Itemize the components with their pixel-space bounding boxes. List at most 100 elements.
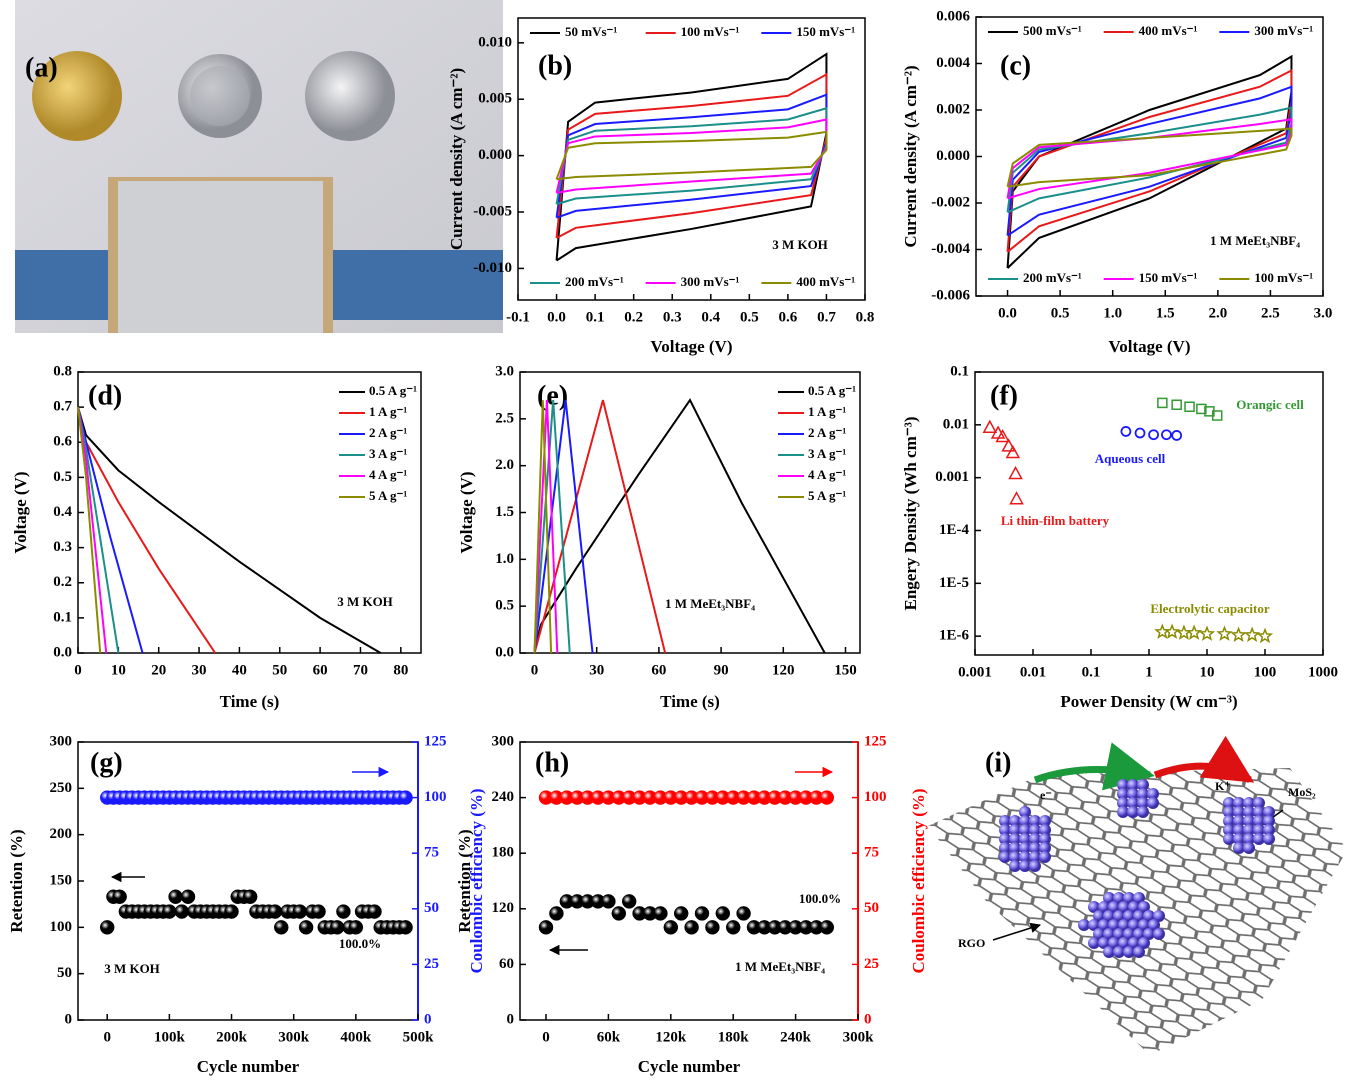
legend-label: 400 mVs⁻¹	[1139, 23, 1198, 38]
schematic-label: MoS₂	[1288, 785, 1316, 799]
panel-label: (i)	[985, 747, 1011, 778]
data-point	[1172, 431, 1181, 440]
y-tick-label: 0.7	[53, 399, 72, 415]
y-tick-label: -0.002	[931, 194, 970, 210]
x-tick-label: 0.3	[663, 309, 682, 325]
data-point	[1185, 402, 1194, 411]
data-point	[299, 920, 313, 934]
data-line	[557, 132, 827, 179]
data-point	[685, 920, 699, 934]
y2-tick-label: 75	[424, 845, 439, 861]
data-point	[622, 894, 636, 908]
y-tick-label: 0.4	[53, 504, 72, 520]
legend-label: 1 A g⁻¹	[369, 404, 407, 419]
data-point	[175, 905, 189, 919]
y-tick-label: 0.2	[53, 574, 72, 590]
x-tick-label: 0	[103, 1029, 111, 1045]
photo-panel: (a)	[15, 0, 503, 333]
legend-label: 4 A g⁻¹	[808, 467, 846, 482]
y-tick-label: 0.010	[478, 34, 512, 50]
chart: 03060901201500.00.51.01.52.02.53.0(e)Tim…	[457, 363, 860, 710]
x-tick-label: 500k	[403, 1029, 435, 1045]
y-axis-label: Current density (A cm⁻²)	[447, 68, 466, 250]
y-tick-label: 60	[499, 956, 514, 972]
data-point	[1246, 629, 1258, 641]
y-tick-label: 0.000	[936, 148, 970, 164]
y-tick-label: 2.5	[495, 410, 514, 426]
x-tick-label: 60k	[597, 1029, 621, 1045]
x-tick-label: -0.1	[506, 309, 530, 325]
legend-label: Li thin-film battery	[1001, 513, 1110, 528]
y2-tick-label: 50	[864, 900, 879, 916]
data-point	[243, 890, 257, 904]
y-tick-label: 0.0	[495, 644, 514, 660]
data-point	[268, 905, 282, 919]
data-point	[820, 791, 834, 805]
legend-label: 50 mVs⁻¹	[565, 24, 617, 39]
data-point	[716, 906, 730, 920]
x-tick-label: 10	[111, 662, 126, 678]
x-axis-label: Voltage (V)	[651, 337, 733, 356]
plot-frame	[78, 742, 418, 1020]
y-axis-label: Engery Density (Wh cm⁻³)	[901, 417, 920, 611]
data-point	[162, 905, 176, 919]
x-tick-label: 240k	[780, 1029, 812, 1045]
figure: (a) (i) e⁻ K⁺ MoS₂ RGO -0.10.00.10.20.30…	[0, 0, 1349, 1081]
y-tick-label: 0.6	[53, 434, 72, 450]
data-point	[293, 905, 307, 919]
schematic-label: RGO	[958, 936, 985, 950]
data-point	[695, 906, 709, 920]
y2-tick-label: 25	[864, 956, 879, 972]
data-point	[1166, 625, 1178, 637]
panel-label: (d)	[88, 380, 122, 411]
y-axis-label: Current density (A cm⁻²)	[901, 65, 920, 247]
y-tick-label: 0.5	[53, 469, 72, 485]
x-tick-label: 0.8	[856, 309, 875, 325]
annotation: 1 M MeEt₃NBF₄	[665, 596, 755, 611]
y2-tick-label: 125	[864, 733, 887, 749]
x-tick-label: 0.7	[817, 309, 836, 325]
y-tick-label: 0.5	[495, 598, 514, 614]
data-point	[601, 894, 615, 908]
panel-label: (g)	[90, 747, 123, 778]
legend-label: 300 mVs⁻¹	[1254, 23, 1313, 38]
x-tick-label: 300k	[278, 1029, 310, 1045]
y-tick-label: 1.0	[495, 551, 514, 567]
y-tick-label: 180	[492, 845, 515, 861]
x-tick-label: 120	[772, 662, 795, 678]
x-tick-label: 100k	[154, 1029, 186, 1045]
data-point	[1010, 467, 1022, 478]
legend-label: 2 A g⁻¹	[808, 425, 846, 440]
chart: 060k120k180k240k300k06012018024030002550…	[455, 733, 928, 1075]
x-axis-label: Voltage (V)	[1109, 337, 1191, 356]
plot-frame	[520, 742, 858, 1020]
data-point	[1201, 627, 1213, 639]
x-tick-label: 0.001	[958, 664, 992, 680]
data-point	[612, 906, 626, 920]
y-tick-label: 0.01	[943, 416, 969, 432]
x-tick-label: 3.0	[1314, 305, 1333, 321]
x-tick-label: 0.5	[740, 309, 759, 325]
x-tick-label: 1.5	[1156, 305, 1175, 321]
x-tick-label: 0.01	[1020, 664, 1046, 680]
data-point	[1121, 427, 1130, 436]
x-tick-label: 2.0	[1208, 305, 1227, 321]
sphere	[1137, 806, 1149, 818]
legend-label: Aqueous cell	[1095, 451, 1166, 466]
y2-axis-label: Coulombic efficiency (%)	[909, 788, 928, 973]
data-point	[1172, 400, 1181, 409]
y2-tick-label: 50	[424, 900, 439, 916]
annotation: 3 M KOH	[772, 237, 828, 252]
data-point	[274, 920, 288, 934]
data-line	[557, 54, 827, 260]
x-tick-label: 30	[589, 662, 604, 678]
x-tick-label: 0.0	[998, 305, 1017, 321]
legend-label: 200 mVs⁻¹	[565, 274, 624, 289]
data-point	[399, 920, 413, 934]
chart: 0.0010.010.111010010001E-61E-51E-40.0010…	[901, 363, 1338, 710]
x-tick-label: 200k	[216, 1029, 248, 1045]
legend-label: 150 mVs⁻¹	[796, 24, 855, 39]
sphere	[1029, 860, 1041, 872]
x-tick-label: 60	[313, 662, 328, 678]
x-tick-label: 40	[232, 662, 247, 678]
